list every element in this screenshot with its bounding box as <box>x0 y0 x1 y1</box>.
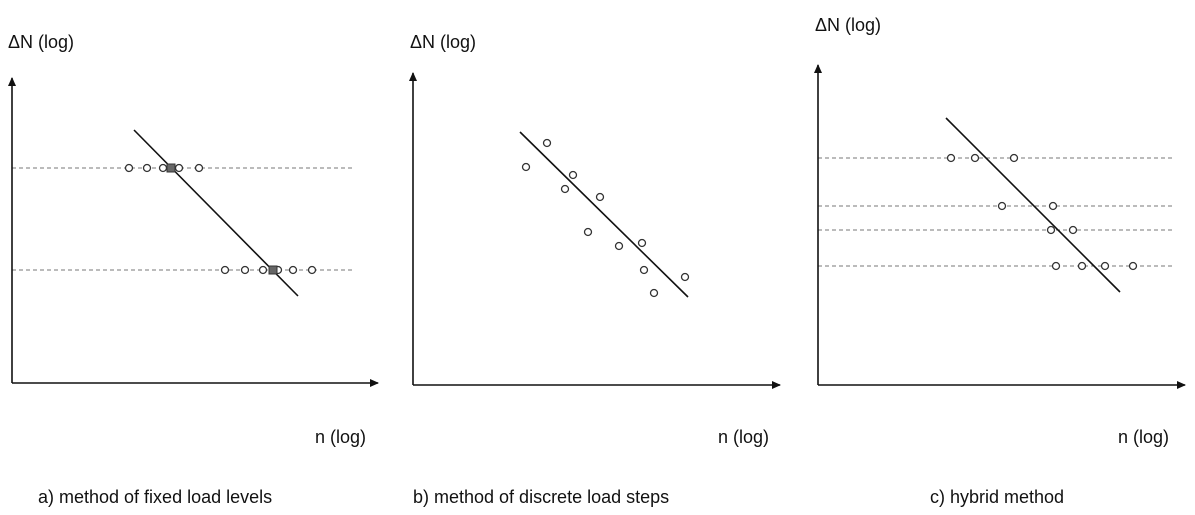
y-label: ΔN (log) <box>815 15 881 35</box>
panel-c: ΔN (log) n (log) c) hybrid method <box>814 15 1186 507</box>
caption: a) method of fixed load levels <box>38 487 272 507</box>
points <box>946 153 1138 271</box>
x-label: n (log) <box>1118 427 1169 447</box>
caption: c) hybrid method <box>930 487 1064 507</box>
y-label: ΔN (log) <box>410 32 476 52</box>
fit-line <box>519 131 689 298</box>
fit-line <box>945 117 1121 293</box>
panel-a: ΔN (log) n (log) a) method of fixed load… <box>7 32 379 507</box>
x-label: n (log) <box>718 427 769 447</box>
panel-b: ΔN (log) n (log) b) method of discrete l… <box>409 32 781 507</box>
caption: b) method of discrete load steps <box>413 487 669 507</box>
x-label: n (log) <box>315 427 366 447</box>
points <box>124 163 317 275</box>
points <box>521 138 690 298</box>
y-label: ΔN (log) <box>8 32 74 52</box>
